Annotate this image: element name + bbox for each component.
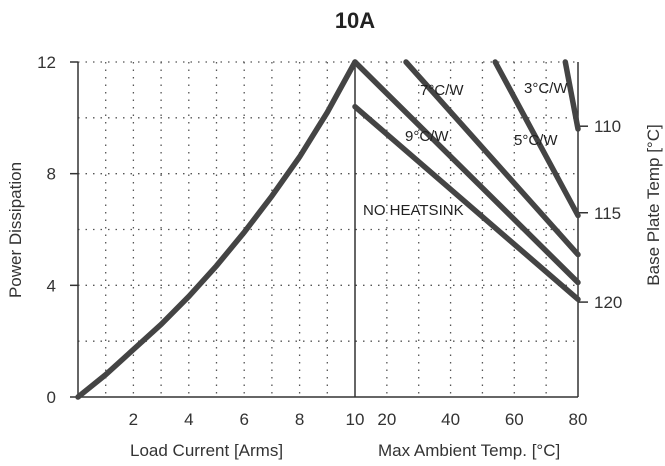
x-tick-label: 2	[129, 410, 138, 429]
chart-title: 10A	[335, 8, 375, 33]
y-tick-label: 12	[37, 53, 56, 72]
derating-line-9-c-w	[352, 59, 581, 286]
x-axis-label-ambient: Max Ambient Temp. [°C]	[378, 441, 560, 460]
x-tick-label: 8	[295, 410, 304, 429]
series-label-7-c-w: 7°C/W	[420, 82, 464, 99]
y2-tick-label: 120	[594, 293, 622, 312]
derating-line-3-c-w	[562, 59, 581, 132]
y-tick-label: 0	[47, 388, 56, 407]
x-axis-label-load: Load Current [Arms]	[130, 441, 283, 460]
y-axis-label-baseplate: Base Plate Temp [°C]	[644, 124, 663, 285]
y2-tick-label: 115	[594, 204, 621, 223]
x-tick-label: 10	[346, 410, 365, 429]
y-tick-label: 4	[47, 276, 56, 295]
series-label-3-c-w: 3°C/W	[524, 80, 568, 97]
x-tick-label: 4	[184, 410, 193, 429]
series-label-9-c-w: 9°C/W	[405, 128, 449, 145]
grid-layer	[78, 61, 578, 397]
curve-layer	[75, 59, 581, 400]
y-tick-label: 8	[47, 165, 56, 184]
x-tick-label: 60	[505, 410, 524, 429]
series-label-no-heatsink: NO HEATSINK	[363, 202, 464, 219]
x-tick-label: 6	[239, 410, 248, 429]
x-tick-label: 40	[441, 410, 460, 429]
x-tick-label: 20	[377, 410, 396, 429]
text-layer: 10A Load Current [Arms] Max Ambient Temp…	[6, 8, 663, 460]
y-axis-label-power: Power Dissipation	[6, 162, 25, 298]
series-label-5-c-w: 5°C/W	[514, 132, 558, 149]
x-tick-label: 80	[569, 410, 588, 429]
y2-tick-label: 110	[594, 117, 621, 136]
derating-line-5-c-w	[492, 59, 581, 219]
derating-line-7-c-w	[403, 59, 581, 258]
power-dissipation-curve	[75, 59, 358, 400]
derating-line-no-heatsink	[352, 103, 581, 303]
